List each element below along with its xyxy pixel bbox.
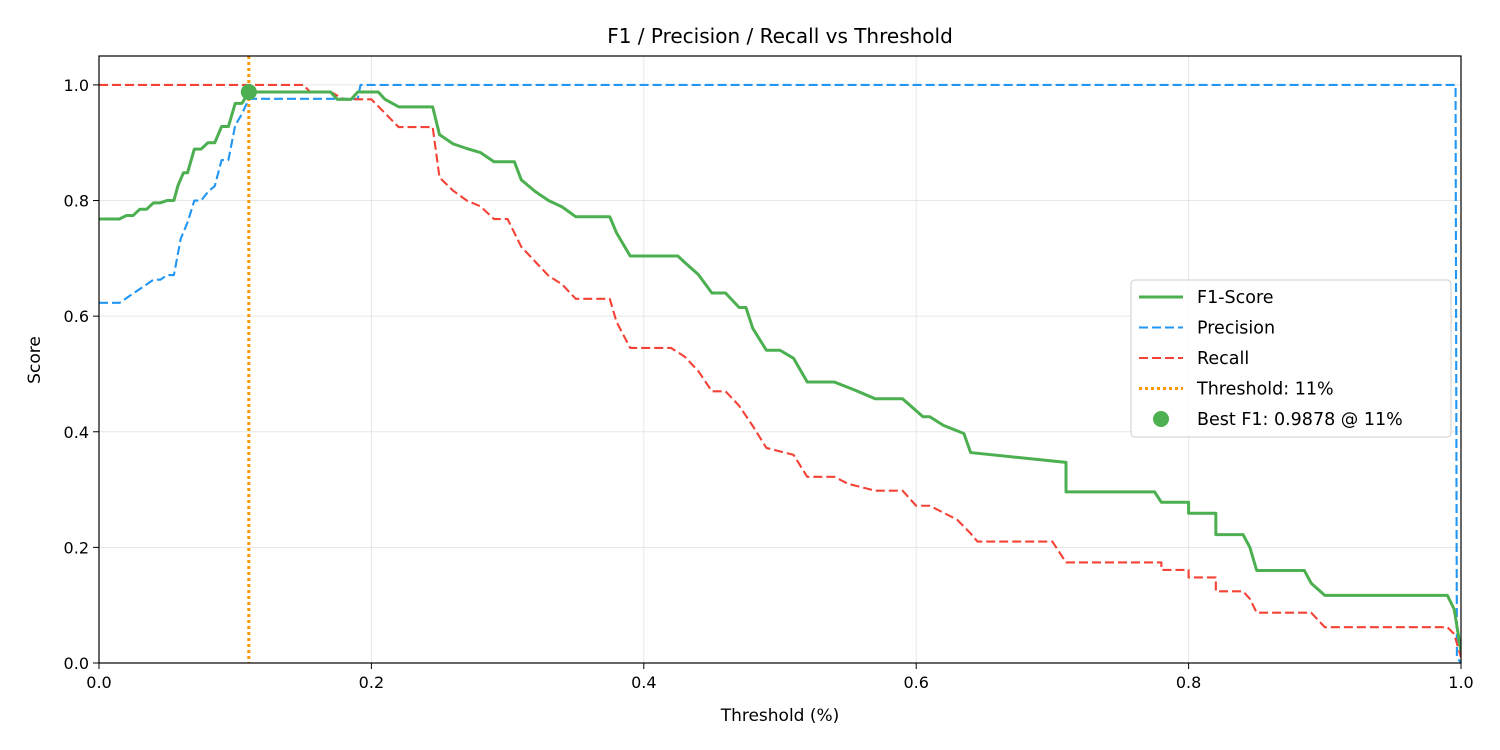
y-tick-label: 0.2 (64, 538, 89, 557)
x-tick-label: 0.0 (86, 673, 111, 692)
x-tick-label: 1.0 (1448, 673, 1473, 692)
series-layer (99, 56, 1461, 663)
legend-label: Threshold: 11% (1196, 380, 1334, 400)
legend-label: Precision (1197, 319, 1275, 339)
x-tick-label: 0.4 (631, 673, 656, 692)
legend-label: F1-Score (1197, 288, 1274, 308)
best-f1-point (240, 83, 257, 100)
legend-label: Best F1: 0.9878 @ 11% (1197, 410, 1403, 430)
x-tick-label: 0.8 (1176, 673, 1201, 692)
series-line-precision (99, 83, 1461, 663)
y-axis-ticks: 0.0 0.2 0.4 0.6 0.8 1.0 (64, 76, 99, 673)
series-line-recall (99, 83, 1461, 658)
y-axis-label: Score (25, 336, 45, 384)
y-tick-label: 1.0 (64, 76, 89, 95)
chart-title: F1 / Precision / Recall vs Threshold (607, 24, 953, 48)
x-tick-label: 0.6 (903, 673, 928, 692)
legend: F1-Score Precision Recall Threshold: 11% Bes… (1130, 279, 1452, 438)
x-axis-ticks: 0.0 0.2 0.4 0.6 0.8 1.0 (86, 663, 1474, 692)
x-tick-label: 0.2 (359, 673, 384, 692)
series-line-f1-score (99, 90, 1461, 652)
axes-frame (98, 55, 1462, 664)
y-tick-label: 0.4 (64, 423, 89, 442)
legend-label: Recall (1197, 349, 1249, 369)
plot-frame (98, 55, 1462, 664)
legend-swatch (1153, 411, 1169, 427)
y-tick-label: 0.8 (64, 192, 89, 211)
x-axis-label: Threshold (%) (720, 706, 840, 726)
legend-box (1130, 279, 1452, 438)
y-tick-label: 0.0 (64, 654, 89, 673)
y-tick-label: 0.6 (64, 307, 89, 326)
